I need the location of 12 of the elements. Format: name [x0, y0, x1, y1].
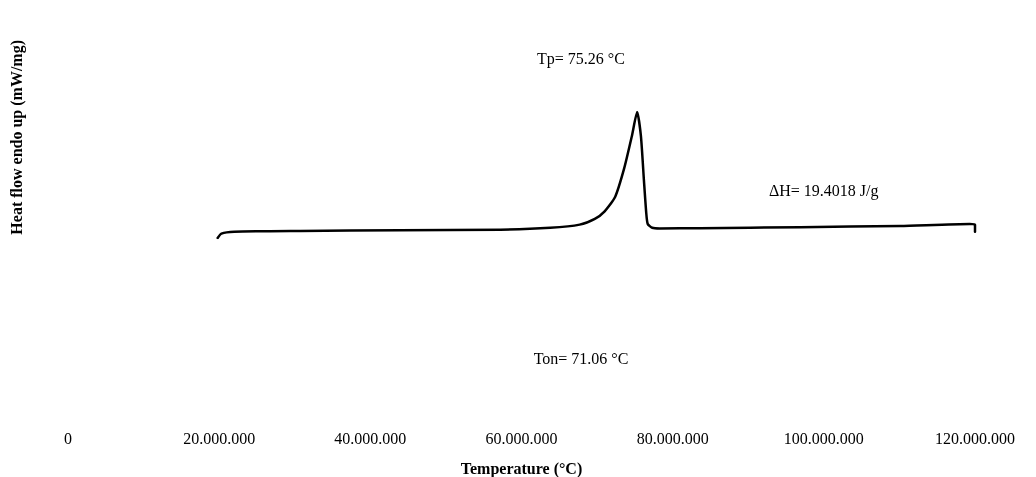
x-tick-label: 120.000.000: [935, 429, 1015, 447]
text: Tp= 75.26 °C: [537, 49, 625, 68]
x-tick-label: 60.000.000: [485, 429, 558, 447]
x-axis-title: Temperature (°C): [460, 459, 583, 477]
x-tick-label: 20.000.000: [183, 429, 256, 447]
x-tick-label: 0: [64, 429, 72, 447]
annotation: ΔH= 19.4018 J/g: [769, 181, 879, 200]
y-axis-title: Heat flow endo up (mW/mg): [7, 40, 26, 235]
x-tick-label: 100.000.000: [783, 429, 864, 447]
text: Ton= 71.06 °C: [533, 349, 629, 367]
x-tick-label: 40.000.000: [334, 429, 407, 447]
x-tick-label: 80.000.000: [636, 429, 709, 447]
